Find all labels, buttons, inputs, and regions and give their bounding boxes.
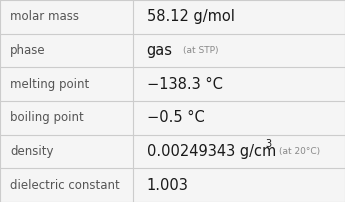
Text: 3: 3	[266, 139, 272, 149]
Text: 0.00249343 g/cm: 0.00249343 g/cm	[147, 144, 276, 159]
Text: 1.003: 1.003	[147, 178, 188, 193]
Text: 58.12 g/mol: 58.12 g/mol	[147, 9, 235, 24]
Text: phase: phase	[10, 44, 46, 57]
Text: −138.3 °C: −138.3 °C	[147, 77, 223, 92]
Text: −0.5 °C: −0.5 °C	[147, 110, 204, 125]
Text: melting point: melting point	[10, 78, 90, 91]
Text: (at STP): (at STP)	[183, 46, 218, 55]
Text: boiling point: boiling point	[10, 111, 84, 124]
Text: (at 20°C): (at 20°C)	[279, 147, 320, 156]
Text: gas: gas	[147, 43, 172, 58]
Text: density: density	[10, 145, 54, 158]
Text: dielectric constant: dielectric constant	[10, 179, 120, 192]
Text: molar mass: molar mass	[10, 10, 79, 23]
